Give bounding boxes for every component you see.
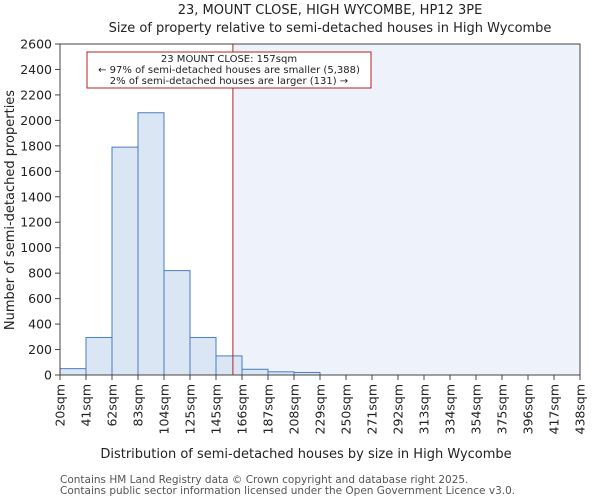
x-tick-label: 250sqm <box>339 384 354 434</box>
x-tick-label: 292sqm <box>391 384 406 434</box>
x-tick-label: 313sqm <box>417 384 432 434</box>
x-tick-label: 208sqm <box>287 384 302 434</box>
bar-125sqm <box>189 336 217 376</box>
y-tick-label: 800 <box>28 266 52 281</box>
annotation-box: 23 MOUNT CLOSE: 157sqm ← 97% of semi-det… <box>86 51 372 89</box>
y-tick-label: 400 <box>28 317 52 332</box>
y-tick-label: 2600 <box>20 37 52 52</box>
annotation-border <box>86 51 372 89</box>
x-axis: 20sqm 41sqm 62sqm 83sqm 104sqm 125sqm 145sqm 16… <box>53 375 588 434</box>
bar-145sqm <box>215 355 243 376</box>
y-tick-label: 2200 <box>20 87 52 102</box>
bars-group <box>59 112 321 376</box>
chart-subtitle: Size of property relative to semi-detach… <box>109 21 552 36</box>
bar-83sqm <box>137 112 165 376</box>
annotation-line-1: 23 MOUNT CLOSE: 157sqm <box>161 54 297 65</box>
footer-line-2: Contains public sector information licen… <box>60 485 516 497</box>
x-tick-label: 125sqm <box>183 384 198 434</box>
y-tick-label: 2400 <box>20 62 52 77</box>
footer-line-1: Contains HM Land Registry data © Crown c… <box>60 474 469 486</box>
bar-166sqm <box>241 368 269 376</box>
x-tick-label: 166sqm <box>235 384 250 434</box>
x-tick-label: 334sqm <box>443 384 458 434</box>
chart-title: 23, MOUNT CLOSE, HIGH WYCOMBE, HP12 3PE <box>178 3 483 18</box>
y-tick-label: 200 <box>28 342 52 357</box>
annotation-line-3: 2% of semi-detached houses are larger (1… <box>110 76 348 87</box>
y-axis-label: Number of semi-detached properties <box>3 90 18 330</box>
x-tick-label: 83sqm <box>131 384 146 427</box>
y-tick-label: 1600 <box>20 164 52 179</box>
bar-41sqm <box>85 336 113 376</box>
x-tick-label: 438sqm <box>573 384 588 434</box>
x-tick-label: 396sqm <box>521 384 536 434</box>
x-tick-label: 375sqm <box>495 384 510 434</box>
plot-area: 0 200 400 600 800 1000 1200 1400 1600 1800 2000 220… <box>20 37 587 435</box>
y-tick-label: 1400 <box>20 189 52 204</box>
larger-region-shade <box>232 44 580 375</box>
x-tick-label: 20sqm <box>53 384 68 427</box>
y-tick-label: 1200 <box>20 215 52 230</box>
y-tick-label: 600 <box>28 291 52 306</box>
y-tick-label: 2000 <box>20 113 52 128</box>
bar-20sqm <box>59 368 87 376</box>
x-tick-label: 417sqm <box>547 384 562 434</box>
y-tick-label: 1800 <box>20 138 52 153</box>
x-tick-label: 104sqm <box>157 384 172 434</box>
x-axis-label: Distribution of semi-detached houses by … <box>100 447 511 462</box>
y-tick-label: 1000 <box>20 240 52 255</box>
x-tick-label: 271sqm <box>365 384 380 434</box>
x-tick-label: 229sqm <box>313 384 328 434</box>
x-tick-label: 145sqm <box>209 384 224 434</box>
x-tick-label: 62sqm <box>105 384 120 427</box>
bar-104sqm <box>163 270 191 376</box>
y-axis: 0 200 400 600 800 1000 1200 1400 1600 1800 2000 220… <box>20 37 60 383</box>
x-tick-label: 354sqm <box>469 384 484 434</box>
x-tick-label: 187sqm <box>261 384 276 434</box>
annotation-line-2: ← 97% of semi-detached houses are smalle… <box>98 65 360 76</box>
y-tick-label: 0 <box>44 368 52 383</box>
x-tick-label: 41sqm <box>79 384 94 427</box>
bar-62sqm <box>111 146 139 376</box>
